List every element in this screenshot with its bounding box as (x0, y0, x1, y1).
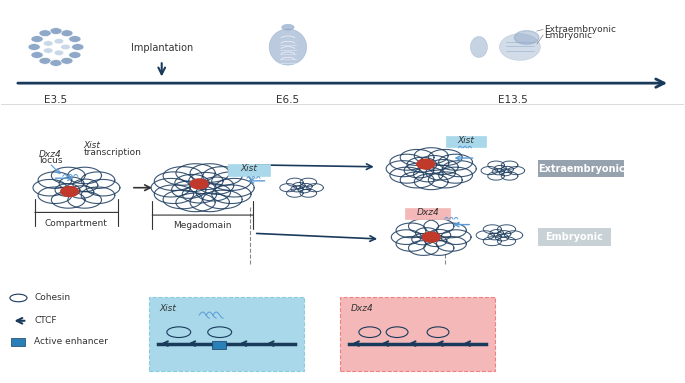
Circle shape (61, 57, 73, 64)
Text: Embryonic: Embryonic (544, 31, 592, 40)
FancyBboxPatch shape (228, 164, 269, 175)
Ellipse shape (471, 36, 488, 57)
Text: Megadomain: Megadomain (173, 221, 232, 230)
Text: Embryonic: Embryonic (545, 232, 603, 242)
Text: E13.5: E13.5 (498, 95, 528, 105)
Circle shape (31, 36, 43, 43)
Text: Xist: Xist (240, 164, 257, 173)
FancyBboxPatch shape (446, 136, 486, 147)
FancyBboxPatch shape (212, 341, 226, 349)
FancyBboxPatch shape (406, 208, 450, 219)
Text: Extraembryonic: Extraembryonic (544, 25, 616, 34)
Text: Compartment: Compartment (45, 219, 108, 228)
Text: Cohesin: Cohesin (34, 293, 71, 303)
Text: Extraembryonic: Extraembryonic (538, 164, 625, 173)
Text: Active enhancer: Active enhancer (34, 337, 108, 346)
Circle shape (61, 187, 79, 196)
Circle shape (43, 41, 53, 46)
Circle shape (68, 52, 81, 59)
Circle shape (39, 57, 51, 64)
Text: Implantation: Implantation (131, 43, 193, 53)
FancyBboxPatch shape (538, 160, 624, 177)
Text: CTCF: CTCF (34, 316, 57, 325)
Circle shape (43, 48, 53, 53)
Circle shape (28, 44, 40, 51)
Ellipse shape (499, 34, 540, 61)
Circle shape (54, 39, 64, 44)
Text: Dxz4: Dxz4 (39, 150, 62, 159)
Circle shape (514, 31, 539, 44)
Circle shape (39, 30, 51, 37)
Circle shape (50, 28, 62, 34)
FancyBboxPatch shape (11, 338, 25, 346)
Ellipse shape (269, 29, 307, 65)
Circle shape (61, 30, 73, 37)
Circle shape (50, 60, 62, 66)
Circle shape (190, 179, 208, 189)
FancyBboxPatch shape (149, 297, 303, 372)
Circle shape (61, 44, 71, 50)
Text: E3.5: E3.5 (45, 95, 68, 105)
Text: Xist: Xist (160, 304, 177, 313)
FancyBboxPatch shape (538, 228, 610, 246)
Circle shape (31, 52, 43, 59)
Circle shape (54, 50, 64, 56)
Text: transcription: transcription (84, 147, 141, 157)
Text: E6.5: E6.5 (276, 95, 299, 105)
Circle shape (417, 159, 434, 169)
Text: Dxz4: Dxz4 (351, 304, 373, 313)
Text: Dxz4: Dxz4 (416, 208, 439, 217)
Ellipse shape (282, 25, 294, 30)
Text: locus: locus (39, 156, 62, 165)
Text: Xist: Xist (84, 141, 100, 151)
Circle shape (68, 36, 81, 43)
Text: Xist: Xist (458, 136, 475, 145)
FancyBboxPatch shape (340, 297, 495, 372)
Circle shape (72, 44, 84, 51)
Circle shape (423, 232, 440, 242)
